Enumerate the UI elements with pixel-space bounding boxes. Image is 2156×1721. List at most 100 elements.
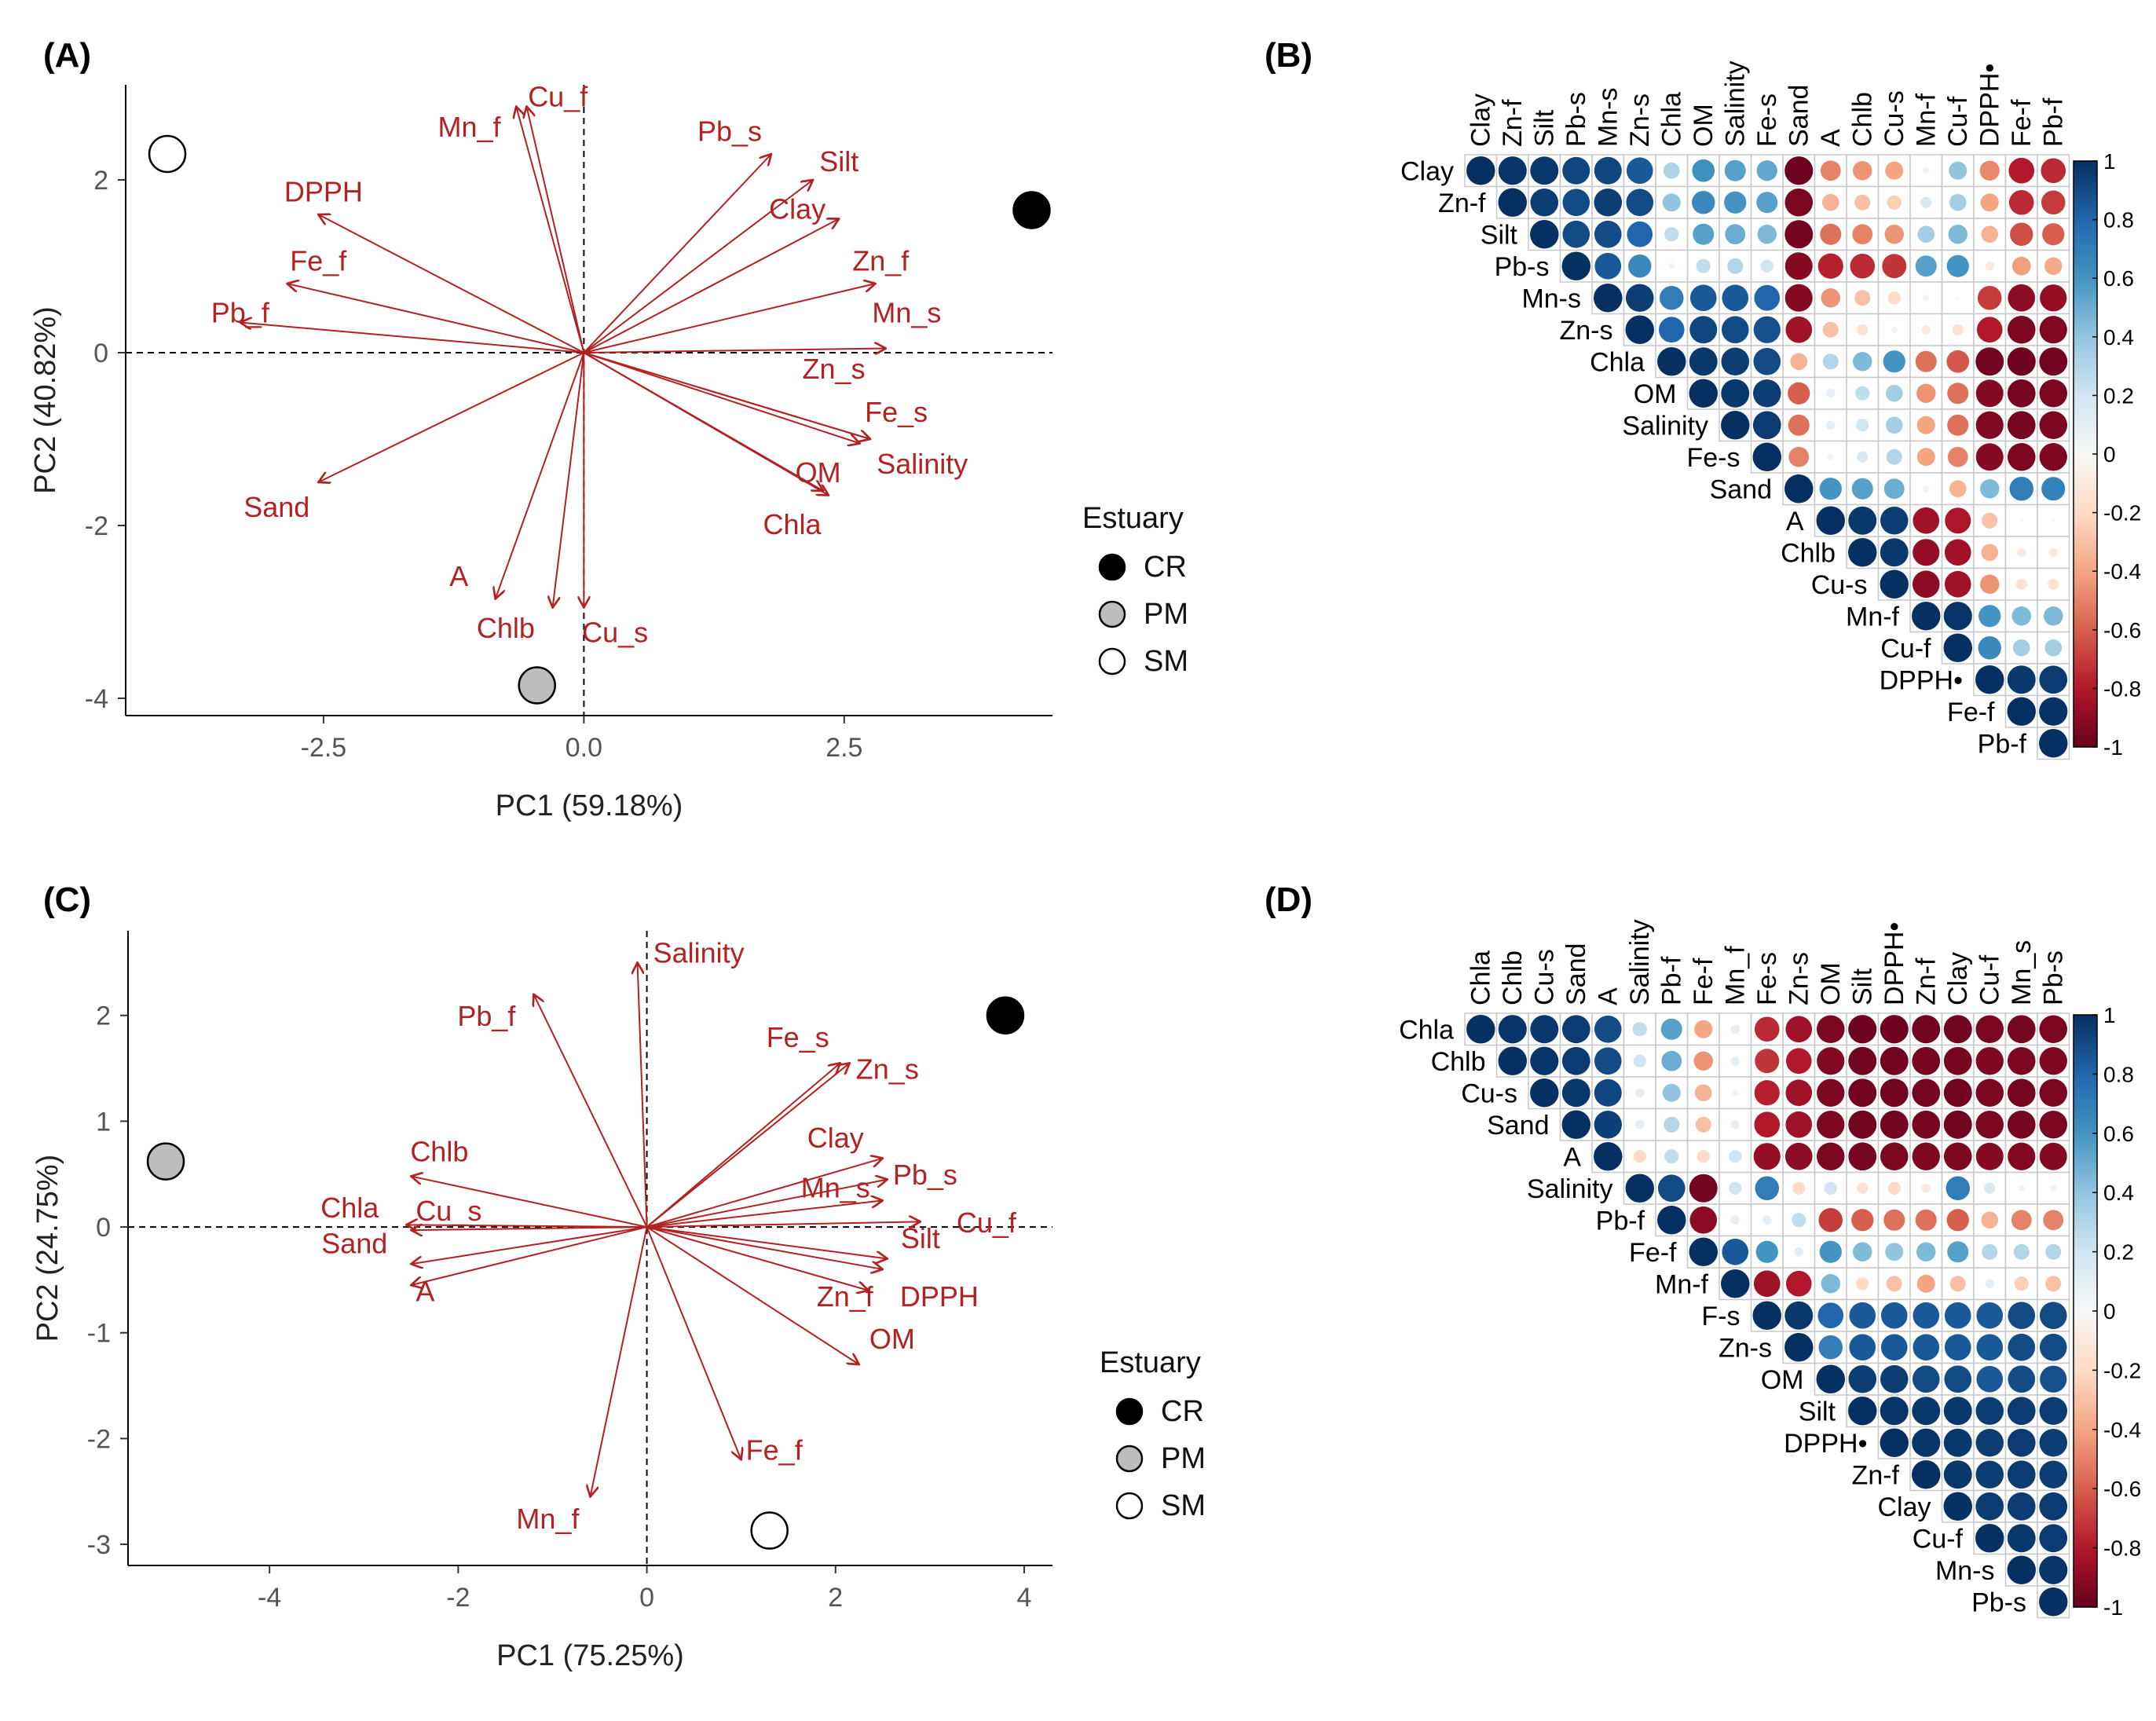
- corr-circle-fe-s-mn-s: [2008, 1302, 2036, 1330]
- corr-circle-fe-f-mn-s: [2013, 1243, 2030, 1260]
- corr-circle-mn-s-salinity: [1722, 284, 1749, 312]
- corr-circle-fe-s-silt: [1849, 1302, 1876, 1329]
- corr-circle-fe-f-clay: [1947, 1241, 1969, 1263]
- corr-circle-a-cu-f: [1945, 507, 1971, 534]
- corr-circle-salinity-cu-s: [1885, 416, 1903, 434]
- corr-circle-dpph-zn-f: [1912, 1428, 1941, 1457]
- loading-label-chla: Chla: [763, 508, 822, 540]
- corr-circle-om-sand: [1788, 382, 1810, 405]
- loading-arrow-pb-s: [646, 1179, 888, 1229]
- column-label-chlb: Chlb: [1847, 92, 1877, 147]
- score-point-sm: [148, 134, 187, 174]
- row-label-chlb: Chlb: [1431, 1047, 1486, 1077]
- colorbar-tick-label: -0.6: [2103, 1477, 2141, 1501]
- corr-circle-fe-f-zn-s: [1794, 1247, 1804, 1257]
- loading-arrow-sand: [411, 1226, 647, 1264]
- corr-circle-chlb-dpph: [1981, 544, 1999, 562]
- loading-label-a: A: [415, 1275, 434, 1307]
- corr-circle-mn-f-fe-f: [2011, 606, 2031, 626]
- row-label-silt: Silt: [1481, 220, 1518, 250]
- colorbar-tick-label: 0.6: [2103, 266, 2134, 291]
- corr-circle-a-cu-f: [1975, 1142, 2004, 1170]
- colorbar-tick-label: -0.8: [2103, 1536, 2141, 1561]
- corr-circle-pb-f-cu-f: [1981, 1211, 1999, 1229]
- corr-circle-salinity-fe-f: [1689, 1174, 1718, 1203]
- corr-circle-silt-clay: [1943, 1397, 1972, 1426]
- y-tick-label: -4: [85, 684, 108, 714]
- corr-circle-om-mn-f: [1916, 383, 1936, 403]
- corr-circle-sand-a: [1819, 478, 1842, 500]
- corr-circle-cu-s-dpph: [1980, 574, 2000, 594]
- corr-circle-sand-mn-f: [1730, 1119, 1741, 1130]
- corr-circle-zn-f-sand: [1784, 188, 1814, 217]
- loading-label-fe-f: Fe_f: [290, 245, 347, 277]
- row-label-cu-f: Cu-f: [1913, 1524, 1964, 1554]
- corr-circle-chlb-mn-f: [1730, 1056, 1741, 1066]
- corr-circle-clay-pb-s: [1562, 156, 1590, 185]
- loading-arrow-fe-f: [287, 284, 584, 353]
- corr-circle-chlb-cu-s: [1530, 1046, 1559, 1075]
- corr-circle-cu-s-zn-s: [1785, 1079, 1813, 1107]
- corr-circle-chla-a: [1822, 353, 1839, 370]
- panel-label: (A): [43, 36, 91, 75]
- corr-circle-pb-s-a: [1817, 253, 1843, 279]
- row-label-mn-f: Mn-f: [1655, 1269, 1709, 1299]
- corr-circle-silt-chla: [1664, 227, 1679, 242]
- column-label-mn-s: Mn_s: [2007, 940, 2037, 1005]
- colorbar-tick-label: 0.4: [2103, 1181, 2134, 1205]
- corr-circle-zn-f-cu-f: [1949, 193, 1967, 211]
- colorbar-tick-label: 1: [2103, 149, 2116, 174]
- corr-circle-pb-s-chla: [1668, 262, 1675, 269]
- corr-circle-chla-chla: [1466, 1015, 1495, 1044]
- corr-circle-a-dpph: [1982, 512, 1998, 529]
- corr-circle-clay-salinity: [1724, 159, 1746, 181]
- corr-circle-zn-f-om: [1692, 191, 1715, 214]
- corr-circle-mn-f-dpph: [1886, 1276, 1902, 1292]
- corr-circle-cu-s-salinity: [1634, 1088, 1645, 1098]
- corr-circle-sand-fe-f: [2009, 476, 2034, 501]
- y-tick-label: 0: [96, 1213, 111, 1243]
- corr-circle-pb-f-dpph: [1883, 1209, 1905, 1231]
- panel-d-correlation-matrix: (D)Chla Chlb Cu-s Sand A Salinity Pb-f Fe-f Mn_f…: [1265, 881, 2141, 1620]
- corr-circle-om-fe-s: [1752, 379, 1781, 408]
- column-label-zn-s: Zn-s: [1784, 952, 1814, 1005]
- corr-circle-chlb-pb-s: [2039, 1047, 2067, 1075]
- row-label-salinity: Salinity: [1622, 411, 1708, 441]
- corr-circle-a-clay: [1943, 1142, 1972, 1171]
- corr-circle-pb-f-mn-s: [2011, 1210, 2032, 1231]
- corr-circle-zn-s-chlb: [1857, 324, 1869, 335]
- corr-circle-silt-mn-f: [1917, 225, 1935, 244]
- corr-circle-silt-cu-s: [1884, 225, 1904, 244]
- corr-circle-a-a: [1816, 506, 1845, 535]
- loading-arrow-dpph: [318, 214, 584, 353]
- corr-circle-salinity-zn-f: [1921, 1183, 1931, 1193]
- corr-circle-mn-s-mn-f: [1923, 295, 1930, 302]
- corr-circle-fe-s-cu-s: [1886, 449, 1902, 465]
- loading-label-clay: Clay: [769, 193, 825, 225]
- y-tick-label: 2: [96, 1001, 111, 1031]
- score-point-pm: [146, 1142, 185, 1181]
- corr-circle-zn-s-a: [1822, 321, 1839, 338]
- corr-circle-sand-om: [1817, 1111, 1845, 1139]
- corr-circle-clay-silt: [1530, 156, 1559, 185]
- corr-circle-sand-silt: [1848, 1110, 1877, 1139]
- corr-circle-cu-s-mn-s: [2007, 1078, 2036, 1108]
- corr-circle-a-pb-f: [2052, 518, 2055, 522]
- corr-circle-mn-f-zn-f: [1916, 1274, 1935, 1293]
- corr-circle-mn-f-om: [1821, 1274, 1840, 1294]
- corr-circle-clay-cu-f: [1949, 161, 1967, 180]
- corr-circle-clay-a: [1820, 160, 1841, 181]
- corr-circle-dpph-pb-f: [2039, 665, 2068, 694]
- loading-label-clay: Clay: [807, 1122, 864, 1154]
- corr-circle-fe-f-cu-f: [1982, 1243, 1998, 1260]
- colorbar-tick-label: -0.2: [2103, 1358, 2141, 1382]
- corr-circle-dpph-fe-f: [2007, 665, 2036, 694]
- corr-circle-chla-cu-f: [1975, 1015, 2004, 1044]
- colorbar-tick-label: -0.2: [2103, 501, 2141, 525]
- corr-circle-pb-s-fe-s: [1760, 259, 1773, 273]
- corr-circle-cu-s-fe-f: [1694, 1084, 1712, 1102]
- corr-circle-pb-s-mn-s: [1594, 252, 1622, 280]
- corr-circle-chla-mn-s: [2007, 1015, 2036, 1044]
- corr-circle-salinity-a: [1825, 420, 1836, 430]
- corr-circle-clay-chla: [1663, 162, 1680, 179]
